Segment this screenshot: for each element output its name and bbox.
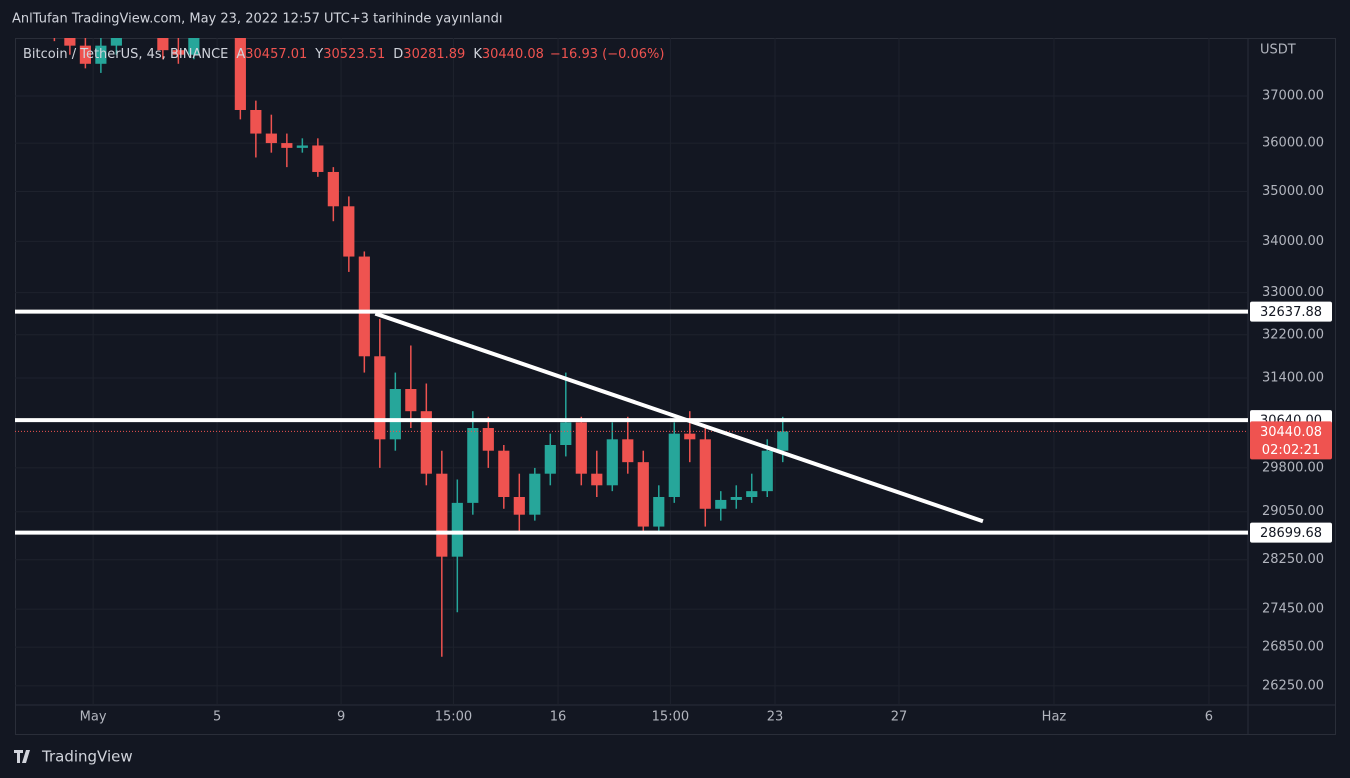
frame	[15, 38, 1336, 735]
candle-body	[637, 462, 649, 527]
y-tick-label: 37000.00	[1262, 88, 1324, 103]
brand-logo	[14, 750, 30, 763]
level-label-box	[1250, 301, 1332, 322]
level-label: 32637.88	[1260, 305, 1322, 320]
x-tick-label: 5	[213, 710, 221, 725]
candle-body	[312, 145, 324, 172]
x-tick-label: 23	[767, 710, 784, 725]
candle-body	[730, 496, 742, 500]
candle-body	[482, 428, 494, 451]
x-tick-label: 16	[550, 710, 567, 725]
y-tick-label: 27450.00	[1262, 602, 1324, 617]
header: AnlTufan TradingView.com, May 23, 2022 1…	[12, 12, 502, 27]
x-tick-label: 9	[337, 710, 345, 725]
legend-change: −16.93 (−0.06%)	[550, 47, 665, 62]
candle-body	[544, 445, 556, 474]
candle-body	[374, 356, 386, 440]
candle-body	[513, 496, 525, 515]
candle-body	[591, 473, 603, 486]
y-tick-label: 31400.00	[1262, 371, 1324, 386]
grid	[15, 38, 1248, 705]
y-tick-label: 32200.00	[1262, 327, 1324, 342]
candle-body	[343, 206, 355, 257]
candle-body	[389, 389, 401, 440]
candle-body	[777, 431, 789, 451]
candle-body	[668, 433, 680, 497]
candle-body	[327, 171, 339, 207]
candle-body	[451, 502, 463, 557]
y-tick-label: 33000.00	[1262, 285, 1324, 300]
last-price-label: 30440.08	[1260, 425, 1322, 440]
candle-body	[575, 422, 587, 474]
candle-body	[188, 38, 200, 55]
trend-line	[374, 311, 984, 524]
y-tick-label: 29050.00	[1262, 504, 1324, 519]
legend-key: D	[393, 47, 403, 62]
candle-body	[250, 109, 262, 134]
overlay: AnlTufan TradingView.com, May 23, 2022 1…	[12, 12, 1332, 766]
candle-body	[157, 38, 169, 51]
candle-body	[358, 256, 370, 357]
y-tick-label: 35000.00	[1262, 184, 1324, 199]
unit: USDT	[1260, 43, 1296, 58]
candle-body	[684, 433, 696, 440]
legend-key: K	[473, 47, 482, 62]
candle-body	[560, 422, 572, 446]
candle-body	[467, 428, 479, 503]
candle-body	[172, 50, 184, 55]
x-tick-label: 15:00	[435, 710, 472, 725]
legend: Bitcoin / TetherUS, 4s, BINANCE A30457.01…	[23, 47, 664, 62]
candle-body	[64, 38, 76, 46]
legend-value: 30440.08	[482, 47, 544, 62]
candle-body	[420, 411, 432, 474]
x-tick-label: Haz	[1042, 710, 1067, 725]
countdown: 02:02:21	[1262, 443, 1320, 458]
candle-body	[405, 389, 417, 412]
legend-key: Y	[314, 47, 323, 62]
candle-body	[281, 143, 293, 148]
level-label: 28699.68	[1260, 526, 1322, 541]
x-tick-label: 15:00	[652, 710, 689, 725]
candle-body	[653, 496, 665, 527]
y-tick-label: 28250.00	[1262, 552, 1324, 567]
legend-value: 30523.51	[323, 47, 385, 62]
symbol: Bitcoin / TetherUS, 4s, BINANCE	[23, 47, 228, 62]
candle-body	[622, 439, 634, 463]
y-tick-label: 36000.00	[1262, 136, 1324, 151]
legend-value: 30457.01	[245, 47, 307, 62]
legend-value: 30281.89	[403, 47, 465, 62]
y-tick-label: 29800.00	[1262, 460, 1324, 475]
y-tick-label: 26850.00	[1262, 640, 1324, 655]
candle-body	[606, 439, 618, 486]
candle-body	[296, 145, 308, 148]
x-tick-label: 27	[891, 710, 908, 725]
candle-body	[715, 499, 727, 509]
candle-body	[110, 38, 122, 46]
candle-body	[265, 133, 277, 144]
x-tick-label: 6	[1205, 710, 1213, 725]
candle-body	[234, 38, 246, 110]
candle-body	[436, 473, 448, 557]
candle-body	[761, 450, 773, 492]
candle-body	[699, 439, 711, 509]
level-label-box	[1250, 522, 1332, 543]
y-tick-label: 26250.00	[1262, 678, 1324, 693]
candle-body	[95, 45, 107, 64]
y-tick-label: 34000.00	[1262, 234, 1324, 249]
x-tick-label: May	[80, 710, 107, 725]
plot	[15, 38, 1248, 657]
candle-body	[746, 491, 758, 497]
brand: TradingView	[41, 748, 133, 766]
legend-key: A	[236, 47, 245, 62]
last-price-box	[1250, 421, 1332, 460]
candle-body	[498, 450, 510, 497]
candle-body	[529, 473, 541, 515]
candle-body	[79, 45, 91, 64]
